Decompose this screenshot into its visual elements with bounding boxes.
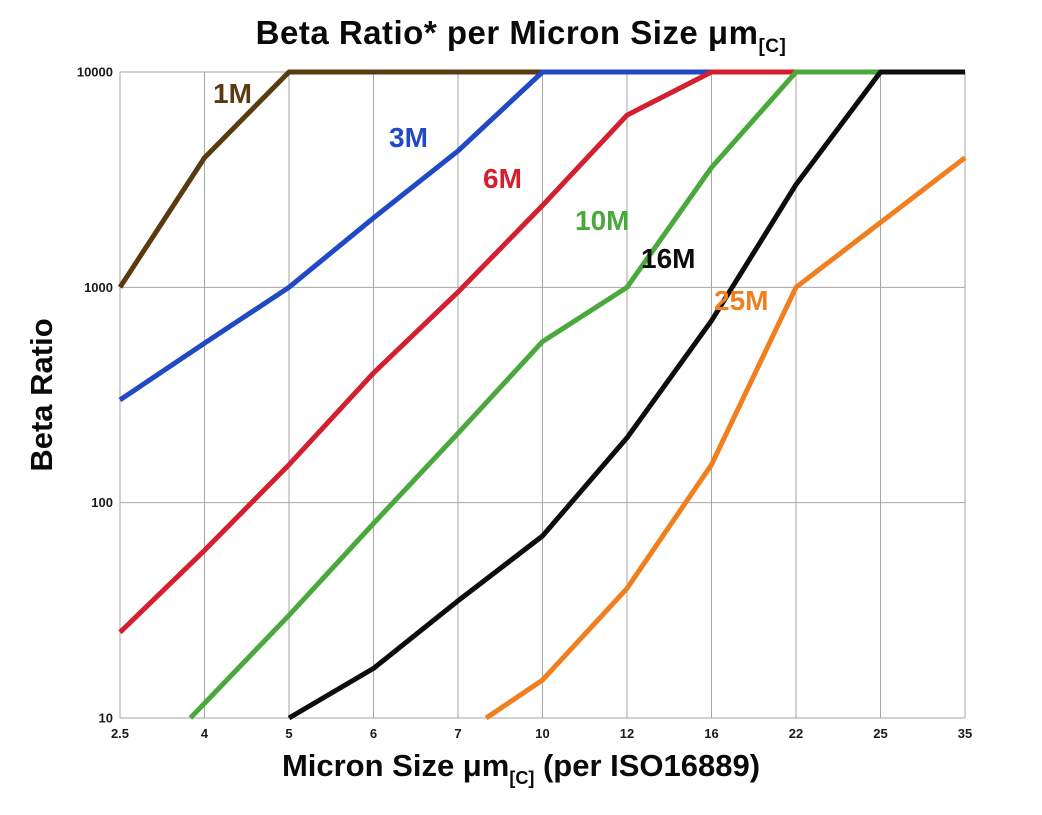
series-line-3m <box>118 69 965 402</box>
x-tick-label: 7 <box>454 726 461 741</box>
x-tick-label: 16 <box>704 726 718 741</box>
chart-title: Beta Ratio* per Micron Size μm[C] <box>0 14 1042 58</box>
x-tick-label: 35 <box>958 726 972 741</box>
x-tick-label: 5 <box>285 726 292 741</box>
series-line-10m <box>188 69 965 720</box>
y-tick-label: 100 <box>91 495 113 510</box>
series-label-6m: 6M <box>483 163 522 194</box>
x-tick-label: 4 <box>201 726 209 741</box>
x-axis-title: Micron Size μm[C] (per ISO16889) <box>0 748 1042 789</box>
series-line-16m <box>287 69 965 721</box>
series-label-10m: 10M <box>575 205 630 236</box>
series-line-6m <box>118 69 965 635</box>
chart-title-subscript: [C] <box>758 36 787 57</box>
y-tick-label: 10 <box>99 711 113 726</box>
x-tick-label: 22 <box>789 726 803 741</box>
x-axis-title-subscript: [C] <box>509 768 535 788</box>
series-label-1m: 1M <box>213 78 252 109</box>
x-tick-label: 6 <box>370 726 377 741</box>
series-label-25m: 25M <box>714 285 769 316</box>
y-tick-label: 10000 <box>77 65 113 80</box>
x-tick-label: 25 <box>873 726 887 741</box>
series-label-16m: 16M <box>641 243 696 274</box>
x-tick-label: 12 <box>620 726 634 741</box>
y-tick-label: 1000 <box>84 280 113 295</box>
series-label-3m: 3M <box>389 122 428 153</box>
x-tick-label: 2.5 <box>111 726 129 741</box>
x-axis-title-main: Micron Size μm <box>281 748 510 783</box>
x-axis-title-suffix: (per ISO16889) <box>534 748 761 783</box>
series-line-25m <box>484 155 967 721</box>
y-axis-title: Beta Ratio <box>24 318 59 472</box>
x-tick-label: 10 <box>535 726 549 741</box>
chart-title-main: Beta Ratio* per Micron Size μm <box>255 14 759 51</box>
